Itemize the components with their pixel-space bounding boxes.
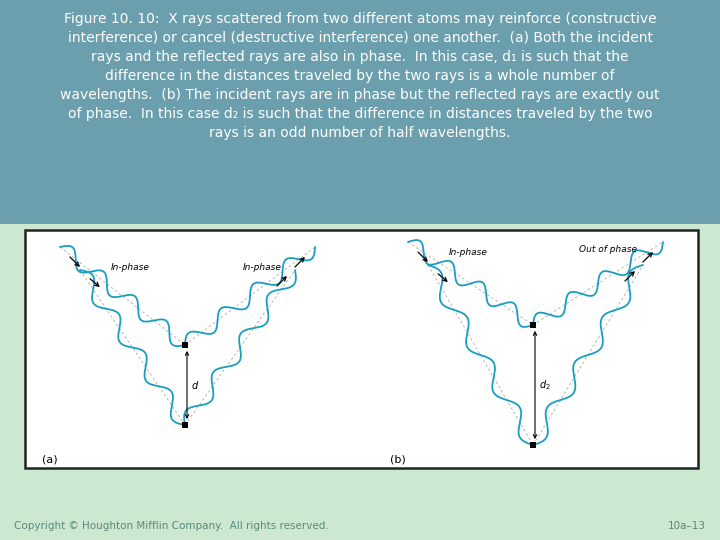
Text: Copyright © Houghton Mifflin Company.  All rights reserved.: Copyright © Houghton Mifflin Company. Al… bbox=[14, 521, 329, 531]
Text: $d$: $d$ bbox=[191, 379, 199, 391]
Text: $d_2$: $d_2$ bbox=[539, 378, 551, 392]
Text: (b): (b) bbox=[390, 455, 406, 465]
Text: Figure 10. 10:  X rays scattered from two different atoms may reinforce (constru: Figure 10. 10: X rays scattered from two… bbox=[60, 12, 660, 140]
Bar bbox=[0, 0, 720, 224]
Text: Out of phase: Out of phase bbox=[579, 245, 637, 254]
Text: In-phase: In-phase bbox=[111, 263, 150, 272]
Text: 10a–13: 10a–13 bbox=[668, 521, 706, 531]
Text: (a): (a) bbox=[42, 455, 58, 465]
Text: In-phase: In-phase bbox=[449, 248, 487, 257]
Text: In-phase: In-phase bbox=[243, 263, 282, 272]
Bar bbox=[25, 230, 698, 468]
